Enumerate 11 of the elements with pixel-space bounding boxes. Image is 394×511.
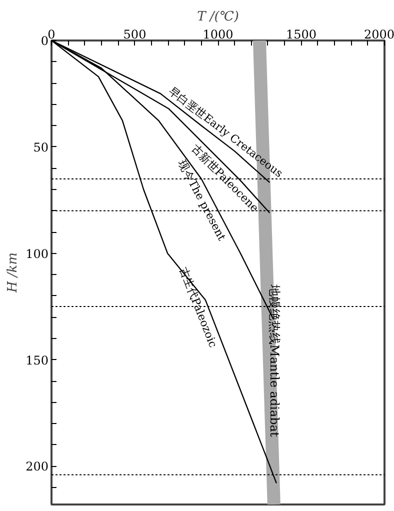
- x-tick-label: 500: [123, 28, 146, 42]
- y-tick-label: 100: [26, 246, 48, 261]
- y-tick-label: 150: [26, 353, 48, 368]
- y-tick-label: 50: [33, 140, 49, 154]
- y-axis-title: H /km: [6, 252, 21, 294]
- x-tick-label: 2000: [364, 28, 394, 42]
- text: 地幔绝热线Mantle adiabat: [267, 284, 282, 437]
- x-tick-label: 1500: [286, 28, 317, 42]
- x-tick-label: 1000: [202, 28, 234, 42]
- y-tick-label: 200: [26, 460, 48, 474]
- x-axis-title: T /(℃): [197, 10, 239, 24]
